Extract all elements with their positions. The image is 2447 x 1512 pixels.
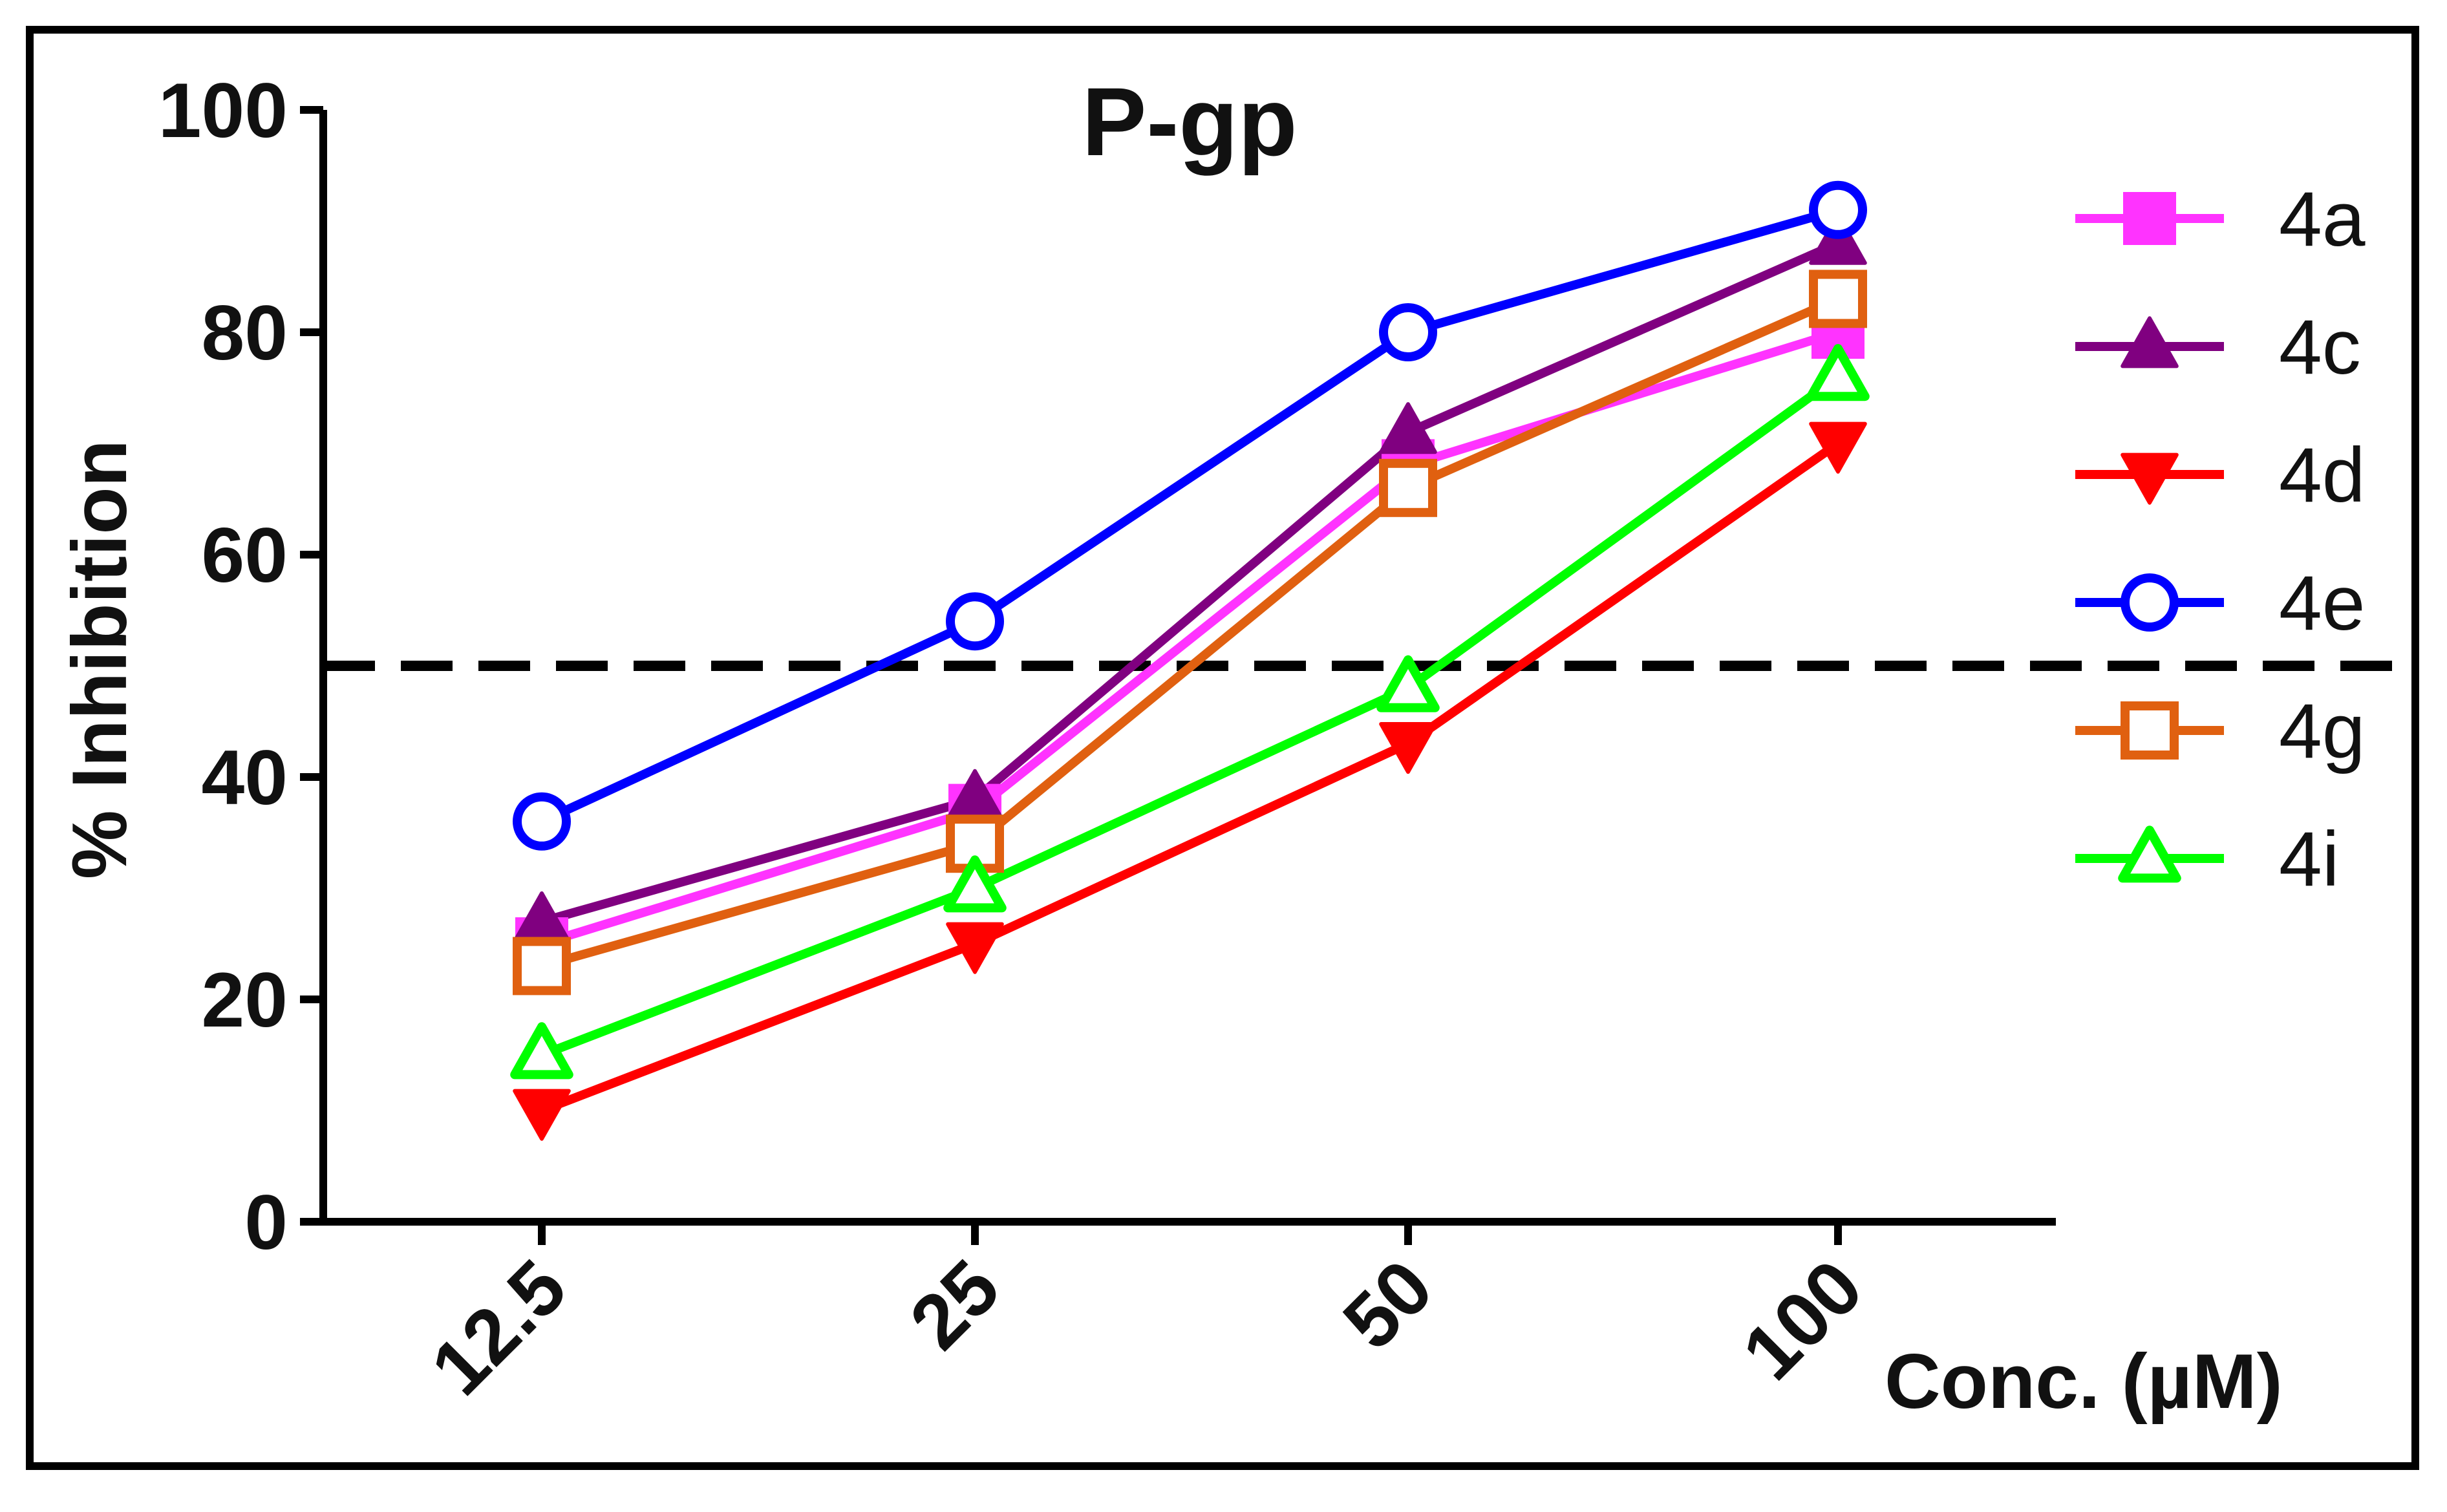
data-point-4e <box>1809 180 1867 239</box>
series-line-4g <box>540 294 1840 971</box>
y-tick-label: 40 <box>202 734 288 821</box>
y-tick-label: 60 <box>202 512 288 599</box>
legend-marker-4c <box>2121 316 2179 368</box>
legend-label: 4g <box>2279 688 2365 774</box>
series-line-4i <box>540 373 1841 1059</box>
data-point-4e <box>946 592 1004 651</box>
data-point-4g <box>1809 270 1867 328</box>
legend-label: 4i <box>2279 816 2339 902</box>
data-point-4i <box>1806 344 1870 401</box>
legend-label: 4e <box>2279 560 2365 646</box>
y-tick-label: 100 <box>158 67 288 154</box>
data-point-4d <box>1809 421 1867 474</box>
series-line-4a <box>540 328 1840 948</box>
legend-item-4c: 4c <box>2075 304 2361 390</box>
figure-frame <box>26 26 2419 1470</box>
data-point-4c <box>1379 402 1437 454</box>
legend-marker-4d <box>2121 453 2179 505</box>
data-point-4e <box>513 792 571 851</box>
legend-item-4g: 4g <box>2075 688 2365 774</box>
data-point-4i <box>1376 655 1440 712</box>
legend-label: 4d <box>2279 432 2365 518</box>
data-point-4d <box>946 922 1004 974</box>
data-point-4g <box>1379 458 1437 517</box>
data-point-4g <box>513 937 571 996</box>
series-line-4c <box>540 239 1840 926</box>
legend-marker-4a <box>2123 192 2176 245</box>
legend: 4a 4c 4d 4e 4g 4i <box>2075 176 2366 902</box>
y-axis-label: % Inhibition <box>56 440 143 879</box>
legend-marker-4i <box>2118 825 2181 883</box>
legend-item-4d: 4d <box>2075 432 2365 518</box>
data-point-4i <box>510 1022 573 1080</box>
series-line-4e <box>540 206 1839 826</box>
data-point-4i <box>943 855 1007 913</box>
chart-title: P-gp <box>1082 67 1297 176</box>
x-axis-label: Conc. (µM) <box>1885 1338 2283 1425</box>
legend-label: 4a <box>2279 176 2366 262</box>
legend-marker-4g <box>2121 701 2179 760</box>
series-line-4d <box>540 440 1841 1115</box>
legend-item-4e: 4e <box>2075 560 2365 646</box>
y-tick-label: 80 <box>202 290 288 376</box>
legend-marker-4e <box>2121 573 2179 632</box>
legend-item-4i: 4i <box>2075 816 2339 902</box>
data-point-4e <box>1379 303 1437 361</box>
y-tick-label: 0 <box>244 1179 288 1266</box>
data-point-4d <box>1379 722 1437 774</box>
legend-label: 4c <box>2279 304 2361 390</box>
data-point-4d <box>513 1089 571 1141</box>
legend-item-4a: 4a <box>2075 176 2366 262</box>
y-tick-label: 20 <box>202 957 288 1043</box>
